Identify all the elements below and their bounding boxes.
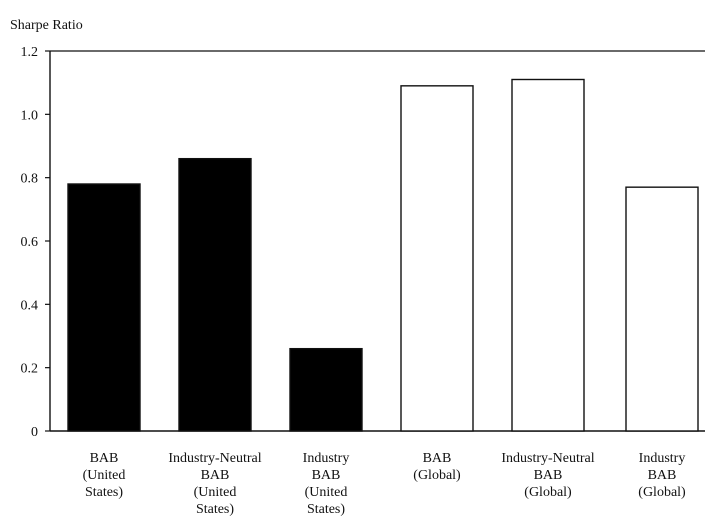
bar — [67, 183, 141, 432]
category-label: Industry BAB (Global) — [638, 451, 686, 500]
y-tick-label: 0.4 — [21, 298, 39, 313]
axes — [49, 50, 705, 432]
bar — [511, 78, 585, 432]
y-tick-label: 0 — [31, 425, 38, 440]
bar — [289, 347, 363, 432]
y-axis-title: Sharpe Ratio — [10, 18, 83, 33]
y-tick-label: 1.0 — [21, 108, 39, 123]
y-tick-label: 0.6 — [21, 235, 39, 250]
category-label: Industry-Neutral BAB (United States) — [168, 451, 261, 517]
bar — [625, 186, 699, 432]
bars — [67, 78, 699, 432]
category-label: Industry-Neutral BAB (Global) — [501, 451, 594, 500]
y-ticks: 0 0.2 0.4 0.6 0.8 1.0 1.2 — [21, 45, 50, 440]
y-tick-label: 0.2 — [21, 362, 39, 377]
category-label: BAB (Global) — [413, 451, 461, 483]
y-tick-label: 1.2 — [21, 45, 39, 60]
category-labels: BAB (United States) Industry-Neutral BAB (Uni… — [83, 451, 686, 517]
bar — [178, 157, 252, 432]
category-label: BAB (United States) — [83, 451, 126, 500]
bar — [400, 85, 474, 432]
category-label: Industry BAB (United States) — [303, 451, 350, 517]
y-tick-label: 0.8 — [21, 172, 39, 187]
